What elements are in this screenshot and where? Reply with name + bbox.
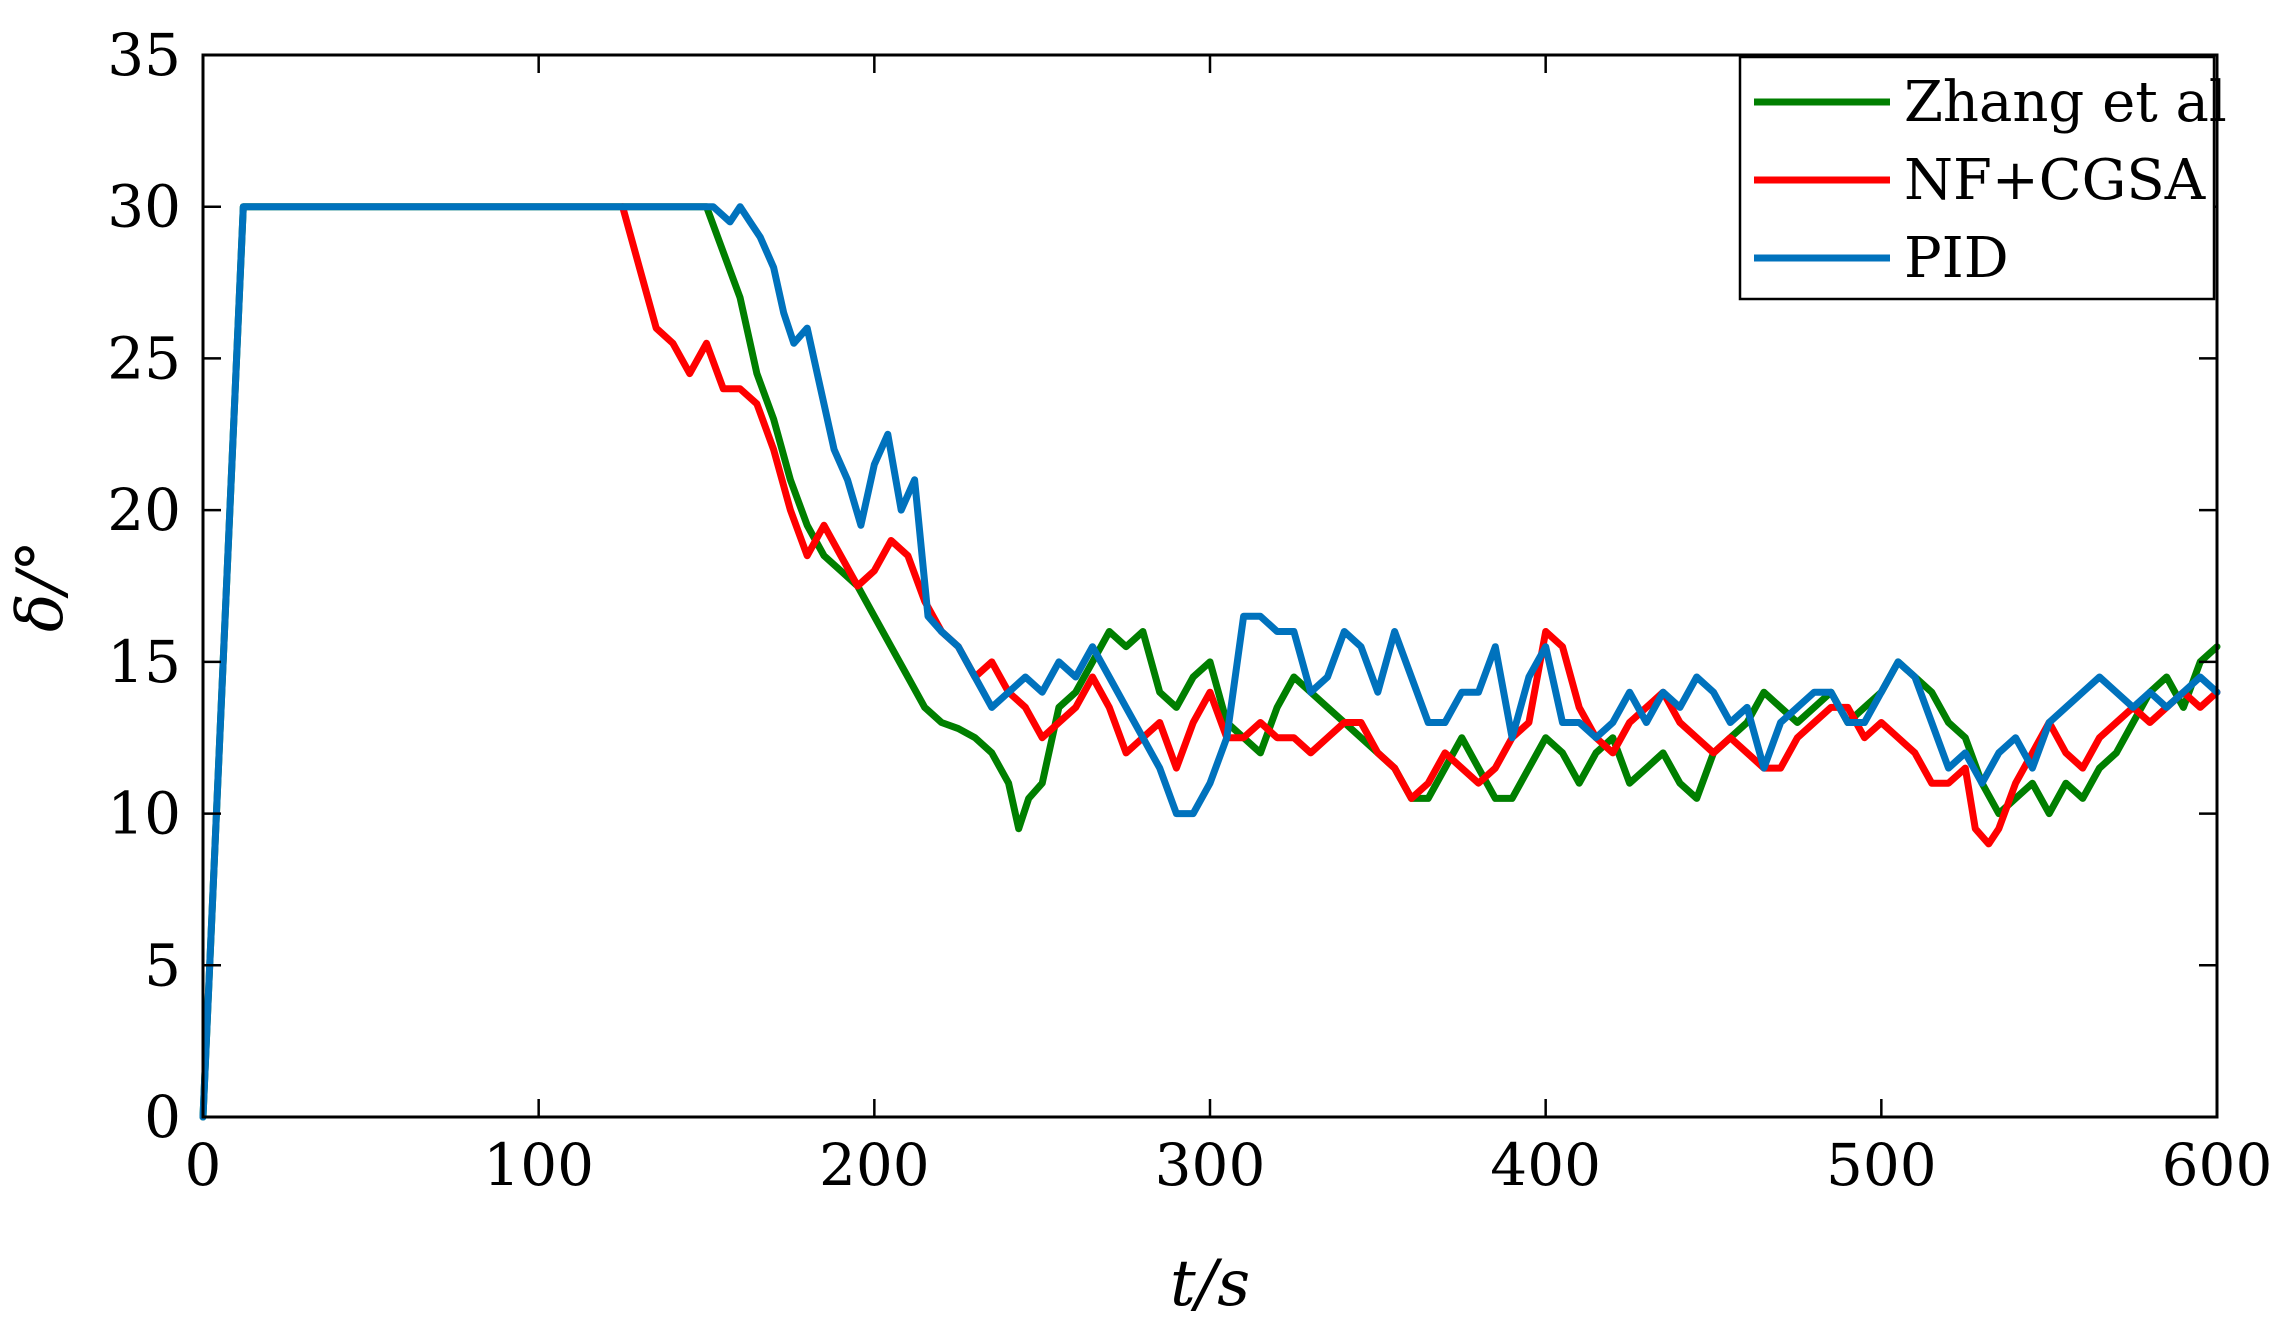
legend-label-2: PID: [1904, 226, 2009, 291]
x-tick-label: 400: [1490, 1131, 1601, 1199]
series-line-2: [199, 203, 2221, 1121]
legend-label-1: NF+CGSA: [1904, 148, 2206, 213]
x-axis-label: t/s: [1170, 1247, 1250, 1321]
x-tick-label: 300: [1155, 1131, 1266, 1199]
series-line-0: [199, 203, 2221, 1121]
x-tick-label: 500: [1826, 1131, 1937, 1199]
y-axis-label: δ/°: [4, 540, 78, 632]
legend-label-0: Zhang et al: [1904, 70, 2227, 135]
x-tick-label: 100: [483, 1131, 594, 1199]
legend: Zhang et al NF+CGSA PID: [1738, 55, 2227, 301]
y-tick-label: 0: [144, 1083, 181, 1151]
y-tick-label: 20: [107, 476, 181, 544]
x-tick-label: 600: [2162, 1131, 2273, 1199]
y-tick-label: 25: [107, 324, 181, 392]
tick-layer: 0 100 200 300 400 500 600 0 5 10 15 20 25 30 35: [107, 21, 2272, 1199]
y-tick-label: 30: [107, 173, 181, 241]
legend-items: Zhang et al NF+CGSA PID: [1754, 70, 2227, 291]
x-tick-label: 200: [819, 1131, 930, 1199]
series-layer: [199, 203, 2221, 1121]
y-tick-label: 15: [107, 628, 181, 696]
y-tick-label: 35: [107, 21, 181, 89]
y-tick-label: 10: [107, 780, 181, 848]
series-line-1: [619, 203, 2221, 848]
y-tick-label: 5: [144, 931, 181, 999]
x-tick-label: 0: [185, 1131, 222, 1199]
